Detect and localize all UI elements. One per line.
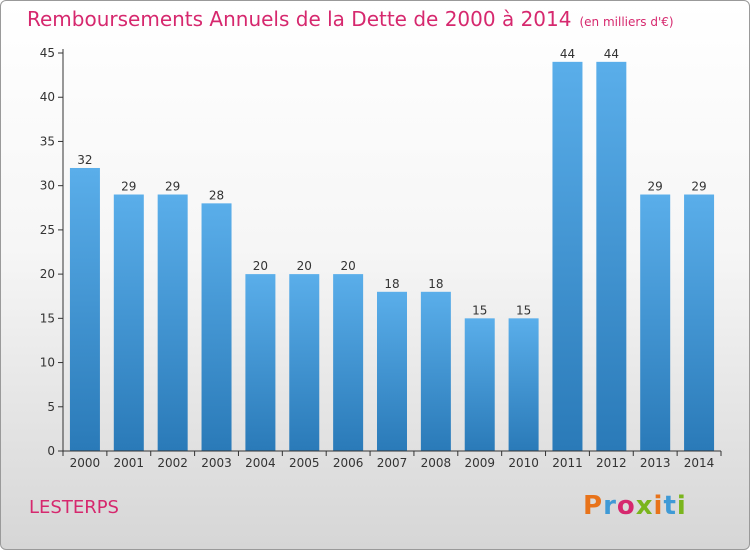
bar-2003 [201,203,232,451]
chart-unit: (en milliers d'€) [579,15,674,29]
data-label: 28 [209,188,224,202]
brand-letter: x [635,491,654,521]
x-tick-label: 2000 [70,456,101,470]
brand-letter: t [663,491,677,521]
bar-2007 [377,291,407,451]
bar-2012 [596,61,627,451]
chart-title: Remboursements Annuels de la Dette de 20… [27,7,572,31]
bar-2013 [640,194,671,451]
x-tick-label: 2004 [245,456,276,470]
data-label: 15 [472,303,487,317]
y-tick-label: 10 [40,356,55,370]
x-tick-label: 2009 [464,456,495,470]
brand-letter: r [603,491,617,521]
data-label: 20 [253,259,268,273]
bar-2002 [157,194,188,451]
x-tick-label: 2010 [508,456,539,470]
bar-2014 [684,194,715,451]
bar-2011 [552,61,583,451]
x-tick-label: 2011 [552,456,583,470]
y-tick-label: 5 [47,400,55,414]
bar-2008 [420,291,451,451]
x-tick-label: 2008 [421,456,452,470]
y-tick-label: 20 [40,267,55,281]
bars: 32 29 29 28 20 20 20 18 18 15 15 44 44 29 29 [69,47,715,451]
y-axis: 0 5 10 15 20 25 30 35 40 45 [40,46,64,458]
y-tick-label: 25 [40,223,55,237]
y-tick-label: 35 [40,134,55,148]
x-tick-label: 2006 [333,456,364,470]
data-label: 20 [297,259,312,273]
x-tick-label: 2003 [201,456,232,470]
bar-2009 [464,318,495,451]
data-label: 29 [691,180,706,194]
brand-letter: o [616,491,636,521]
data-label: 32 [77,153,92,167]
x-tick-label: 2013 [640,456,671,470]
x-tick-label: 2007 [377,456,408,470]
data-label: 18 [384,277,399,291]
x-tick-label: 2002 [157,456,188,470]
commune-name: LESTERPS [29,497,119,518]
y-tick-label: 15 [40,311,55,325]
data-label: 29 [121,180,136,194]
data-label: 44 [560,47,575,61]
x-tick-label: 2001 [114,456,145,470]
y-tick-label: 30 [40,179,55,193]
x-tick-label: 2005 [289,456,320,470]
y-tick-label: 0 [47,444,55,458]
x-tick-label: 2012 [596,456,627,470]
data-label: 44 [604,47,619,61]
bar-2001 [113,194,144,451]
data-label: 18 [428,277,443,291]
brand-letter: i [676,491,687,521]
y-tick-label: 40 [40,90,55,104]
bar-2004 [245,274,276,451]
bar-2005 [289,274,320,451]
data-label: 15 [516,303,531,317]
bar-2010 [508,318,539,451]
data-label: 29 [648,180,663,194]
y-tick-label: 45 [40,46,55,60]
x-axis: 2000 2001 2002 2003 2004 2005 2006 2007 2008 2009… [62,450,722,470]
bar-2006 [333,274,364,451]
chart-title-block: Remboursements Annuels de la Dette de 20… [27,7,674,31]
brand-letter: i [653,491,664,521]
brand-logo: Proxiti [583,491,687,521]
brand-letter: P [583,491,604,521]
x-tick-label: 2014 [684,456,715,470]
data-label: 29 [165,180,180,194]
bar-2000 [69,167,100,451]
data-label: 20 [340,259,355,273]
